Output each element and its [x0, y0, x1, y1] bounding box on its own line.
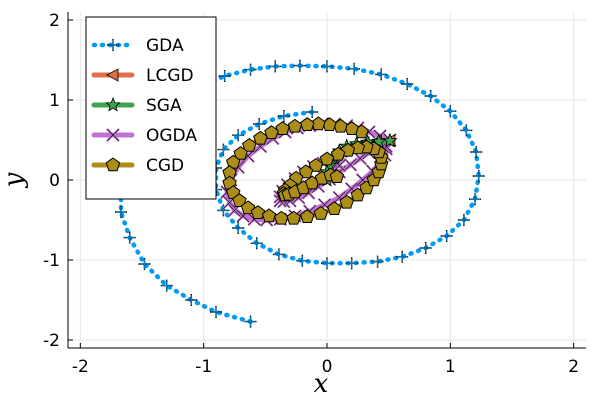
y-tick-label-0: -2 [43, 331, 60, 351]
point-gda-20-inner [402, 79, 413, 89]
legend-label-gda: GDA [146, 36, 184, 56]
point-cgd-19 [261, 208, 277, 223]
point-gda-22-inner [445, 106, 456, 117]
point-gda-1-inner [211, 307, 221, 317]
x-tick-label-0: -2 [72, 357, 89, 377]
point-cgd-25 [339, 194, 354, 209]
point-gda-25-inner [473, 171, 484, 181]
point-cgd-24 [327, 201, 342, 215]
point-gda-0-inner [245, 316, 256, 327]
legend-entry-lcgd[interactable]: LCGD [91, 66, 194, 86]
point-cgd-3 [322, 117, 337, 131]
point-cgd-7 [275, 121, 290, 135]
point-gda-41-inner [218, 144, 229, 155]
x-axis-label: x [314, 369, 329, 399]
point-cgd-4 [311, 116, 326, 131]
point-cgd-39 [308, 157, 324, 172]
series-layer [115, 59, 485, 328]
point-cgd-23 [313, 205, 329, 220]
legend-entry-sga[interactable]: SGA [91, 96, 182, 116]
point-gda-4-inner [139, 259, 150, 269]
point-cgd-21 [286, 210, 301, 225]
point-gda-26-inner [470, 194, 480, 205]
tick-labels: -2 -1 0 1 2 -2 -1 0 1 2 [43, 11, 579, 377]
legend-label-lcgd: LCGD [146, 66, 194, 86]
legend-label-ogda: OGDA [146, 126, 197, 146]
x-tick-label-4: 2 [568, 357, 579, 377]
y-axis-label: y [0, 172, 29, 188]
point-gda-6-inner [116, 207, 127, 217]
point-gda-16-inner [294, 60, 305, 71]
point-cgd-5 [300, 117, 315, 131]
point-gda-44-inner [278, 111, 289, 121]
y-tick-label-4: 2 [49, 11, 60, 31]
point-gda-30-inner [397, 251, 408, 262]
point-gda-29-inner [420, 243, 431, 253]
point-gda-42-inner [233, 130, 244, 141]
point-ogda-36-edge [354, 152, 367, 165]
point-gda-15-inner [270, 61, 281, 72]
point-gda-18-inner [349, 63, 360, 74]
point-cgd-8 [264, 125, 279, 139]
point-cgd-9 [253, 130, 268, 145]
point-gda-31-inner [372, 256, 383, 267]
point-cgd-16 [232, 193, 247, 207]
point-gda-45-inner [307, 107, 318, 117]
point-gda-36-inner [251, 238, 262, 249]
point-gda-21-inner [425, 91, 436, 101]
point-gda-23-inner [461, 125, 472, 136]
legend-marker-ogda-edge [106, 128, 120, 142]
point-cgd-20 [274, 210, 289, 225]
legend-entry-gda[interactable]: GDA [91, 36, 184, 56]
point-cgd-35 [350, 140, 366, 155]
point-ogda-37-edge [344, 158, 357, 172]
legend-marker-gda-inner [108, 40, 118, 50]
y-tick-label-1: -1 [43, 251, 60, 271]
point-cgd-22 [300, 209, 315, 223]
x-tick-label-1: -1 [195, 357, 212, 377]
legend-box [85, 16, 217, 200]
point-gda-33-inner [322, 258, 332, 269]
legend-marker-sga [105, 96, 121, 112]
y-tick-label-3: 1 [49, 91, 60, 111]
point-gda-5-inner [124, 232, 135, 243]
point-gda-3-inner [161, 280, 172, 291]
point-gda-32-inner [346, 258, 357, 269]
point-gda-34-inner [297, 255, 308, 266]
legend-label-cgd: CGD [146, 156, 184, 176]
point-cgd-18 [250, 205, 266, 219]
point-gda-35-inner [273, 249, 284, 260]
point-gda-19-inner [376, 69, 387, 80]
x-tick-label-3: 1 [445, 357, 456, 377]
legend-entry-cgd[interactable]: CGD [91, 156, 184, 176]
point-gda-2-inner [186, 295, 197, 305]
legend-label-sga: SGA [146, 96, 182, 116]
point-cgd-52 [329, 169, 345, 183]
point-gda-13-inner [219, 71, 230, 81]
x-tick-label-2: 0 [322, 357, 333, 377]
point-cgd-10 [242, 137, 257, 152]
point-gda-43-inner [254, 119, 265, 129]
point-cgd-11 [233, 145, 248, 160]
point-gda-28-inner [441, 231, 452, 241]
legend[interactable]: GDA LCGD SGA OGDA CGD [85, 16, 217, 200]
point-gda-27-inner [458, 215, 469, 225]
point-gda-24-inner [471, 147, 482, 157]
point-sga-0 [382, 132, 398, 148]
point-gda-37-inner [233, 223, 244, 233]
point-gda-17-inner [322, 61, 332, 72]
series-cgd [222, 116, 389, 225]
legend-marker-cgd [105, 157, 121, 172]
point-cgd-38 [319, 151, 335, 166]
legend-entry-ogda[interactable]: OGDA [91, 126, 197, 146]
point-cgd-37 [330, 146, 346, 161]
y-tick-label-2: 0 [49, 171, 60, 191]
point-cgd-6 [287, 118, 303, 133]
point-gda-14-inner [245, 64, 256, 75]
legend-marker-lcgd [106, 68, 119, 82]
point-cgd-40 [298, 164, 314, 179]
